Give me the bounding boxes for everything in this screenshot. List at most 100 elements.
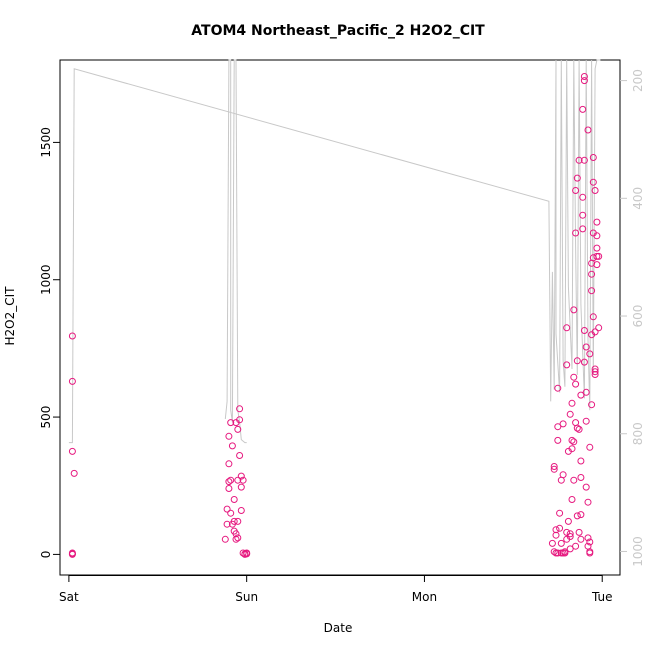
data-point (550, 463, 558, 470)
x-axis-label: Date (324, 621, 353, 635)
data-point (595, 324, 603, 332)
data-point (568, 436, 576, 444)
data-point (554, 436, 562, 444)
y-tick-label: 500 (39, 406, 53, 429)
data-point (227, 509, 235, 517)
data-point (225, 485, 233, 492)
data-point (566, 410, 574, 418)
data-point (234, 425, 242, 433)
data-point (577, 391, 585, 399)
data-point (586, 443, 594, 451)
data-point (70, 469, 78, 477)
data-point (572, 380, 580, 388)
y2-tick-label: 800 (631, 422, 645, 445)
plot-frame (59, 59, 621, 576)
data-point (591, 368, 599, 376)
data-point (570, 306, 578, 314)
data-point (579, 225, 587, 233)
data-point (572, 187, 580, 194)
data-point (550, 465, 558, 473)
data-point (591, 371, 599, 378)
data-point (236, 452, 244, 459)
x-tick-label: Sat (59, 590, 79, 604)
data-point (554, 384, 562, 392)
data-point (575, 425, 583, 433)
data-point (577, 535, 585, 543)
series-line (68, 59, 601, 444)
data-point (573, 174, 581, 182)
data-point (582, 343, 590, 351)
data-point (559, 420, 567, 428)
data-point (575, 156, 583, 164)
data-point (593, 232, 601, 240)
data-point (573, 512, 581, 520)
data-point (566, 530, 574, 538)
data-point (586, 350, 594, 358)
y-axis-label: H2O2_CIT (3, 286, 17, 346)
data-point (230, 496, 238, 503)
data-point (570, 438, 578, 446)
data-point (221, 535, 229, 543)
series-line (224, 59, 247, 444)
data-point (580, 156, 588, 164)
data-point (68, 332, 76, 340)
data-point (237, 472, 245, 480)
data-point (548, 539, 556, 547)
data-point (580, 327, 588, 334)
data-point (589, 313, 597, 321)
data-point (559, 471, 567, 479)
data-point (236, 416, 244, 424)
data-point (68, 377, 76, 385)
data-point (234, 476, 242, 484)
data-point (566, 533, 574, 540)
data-point (593, 244, 601, 252)
y-axis: 0 500 1000 1500 (39, 127, 60, 558)
data-point (556, 524, 564, 532)
y2-tick-label: 1000 (631, 536, 645, 567)
data-point (550, 548, 558, 556)
data-point (237, 507, 245, 514)
data-point (586, 549, 594, 557)
data-point (589, 154, 597, 161)
data-point (232, 535, 240, 543)
data-point (68, 550, 76, 558)
data-point (579, 211, 587, 219)
data-point (580, 77, 588, 85)
data-point (573, 357, 581, 365)
y-tick-label: 0 (39, 551, 53, 559)
data-point (234, 517, 242, 525)
data-point (575, 528, 583, 536)
data-point (584, 126, 592, 134)
x-tick-label: Tue (591, 590, 613, 604)
data-point (593, 218, 601, 226)
data-point (593, 261, 601, 269)
data-point (561, 548, 569, 556)
data-point (563, 324, 571, 332)
data-point (591, 328, 599, 336)
data-point (589, 178, 597, 186)
data-point (595, 252, 603, 260)
data-point (554, 423, 562, 431)
data-point (568, 496, 576, 503)
data-point (566, 545, 574, 553)
y2-tick-label: 200 (631, 69, 645, 92)
data-point (225, 478, 233, 486)
data-point (564, 517, 572, 525)
data-point (577, 457, 585, 465)
data-point (225, 460, 233, 468)
data-point (579, 193, 587, 201)
data-point (554, 549, 562, 557)
data-point (582, 388, 590, 396)
x-tick-label: Mon (412, 590, 437, 604)
data-point (572, 542, 580, 550)
data-point (570, 373, 578, 381)
data-point (563, 361, 571, 369)
data-point (234, 534, 242, 542)
data-point (580, 358, 588, 366)
data-point (588, 287, 596, 295)
data-point (591, 187, 599, 194)
data-point (577, 474, 585, 481)
data-point (568, 399, 576, 407)
y2-tick-label: 600 (631, 305, 645, 328)
data-point (582, 417, 590, 425)
